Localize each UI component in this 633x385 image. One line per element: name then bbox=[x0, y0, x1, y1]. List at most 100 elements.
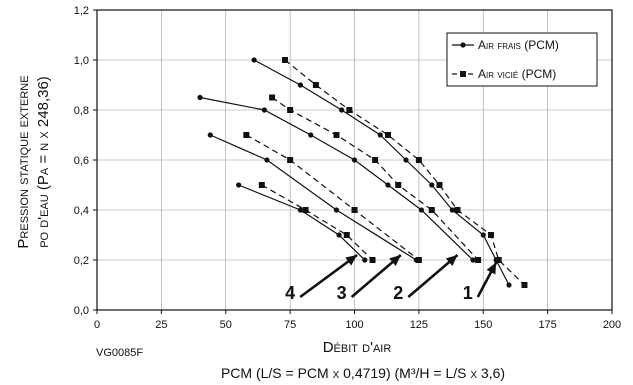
data-point-circle bbox=[377, 132, 383, 138]
series-curve-3-vicie bbox=[243, 132, 422, 263]
y-tick-label: 1,0 bbox=[74, 55, 89, 67]
series-curve-4-frais bbox=[236, 182, 368, 263]
x-tick-label: 200 bbox=[603, 319, 621, 331]
series-line bbox=[210, 134, 417, 261]
data-point-square bbox=[487, 232, 494, 238]
data-point-square bbox=[302, 207, 309, 213]
legend-box bbox=[446, 32, 598, 87]
y-tick-label: 0,2 bbox=[74, 255, 89, 267]
curve-number-label: 4 bbox=[285, 283, 295, 303]
legend-label-frais: Air frais (PCM) bbox=[478, 38, 559, 52]
x-tick-label: 100 bbox=[345, 319, 363, 331]
series-line bbox=[246, 134, 420, 261]
data-point-circle bbox=[418, 207, 425, 213]
x-tick-label: 50 bbox=[220, 319, 232, 331]
data-point-circle bbox=[429, 182, 435, 188]
data-point-square bbox=[369, 257, 376, 263]
x-tick-label: 150 bbox=[474, 319, 492, 331]
data-point-circle bbox=[236, 182, 242, 188]
arrow-head bbox=[486, 262, 497, 275]
data-point-circle bbox=[336, 232, 342, 238]
data-point-circle bbox=[449, 207, 455, 213]
data-point-circle bbox=[362, 257, 368, 263]
x-tick-label: 25 bbox=[155, 319, 167, 331]
data-point-square bbox=[343, 232, 350, 238]
data-point-square bbox=[258, 182, 265, 188]
data-point-circle bbox=[308, 132, 314, 138]
series-curve-3-frais bbox=[207, 132, 419, 263]
curve-label-3: 3 bbox=[337, 254, 402, 303]
data-point-circle bbox=[197, 94, 203, 101]
data-point-square bbox=[495, 257, 502, 263]
y-axis-title-line2: po d'eau (Pa = n x 248,36) bbox=[35, 76, 52, 248]
data-point-square bbox=[243, 132, 250, 138]
legend-marker-frais bbox=[460, 42, 466, 48]
arrow-head bbox=[345, 255, 358, 266]
y-tick-label: 0,8 bbox=[74, 105, 89, 117]
x-tick-label: 0 bbox=[94, 319, 100, 331]
y-tick-label: 0,0 bbox=[74, 305, 89, 317]
data-point-circle bbox=[251, 57, 257, 63]
data-point-circle bbox=[297, 207, 304, 213]
y-axis-title-line1: Pression statique externe bbox=[15, 75, 32, 248]
data-point-square bbox=[346, 107, 353, 113]
x-axis-title: Débit d'air bbox=[323, 339, 392, 356]
data-point-circle bbox=[385, 182, 391, 188]
series-curve-2-frais bbox=[197, 94, 476, 263]
data-point-square bbox=[384, 132, 391, 138]
x-axis-subtitle: PCM (L/S = PCM x 0,4719) (M³/H = L/S x 3… bbox=[221, 365, 505, 381]
data-point-square bbox=[281, 57, 288, 63]
figure-code: VG0085F bbox=[96, 347, 143, 359]
arrow-head bbox=[389, 255, 401, 266]
series-line bbox=[284, 59, 525, 286]
legend: Air frais (PCM) Air vicié (PCM) bbox=[446, 32, 598, 87]
data-point-square bbox=[333, 132, 340, 138]
data-point-circle bbox=[480, 232, 486, 238]
data-point-square bbox=[312, 82, 319, 88]
series-curve-1-frais bbox=[251, 57, 512, 288]
data-point-square bbox=[269, 94, 276, 101]
data-point-circle bbox=[297, 82, 304, 88]
data-point-circle bbox=[261, 107, 267, 113]
series-line bbox=[199, 96, 474, 261]
x-tick-label: 75 bbox=[284, 319, 296, 331]
axis-labels: VG0085F Débit d'air PCM (L/S = PCM x 0,4… bbox=[15, 75, 505, 381]
legend-label-vicie: Air vicié (PCM) bbox=[478, 67, 556, 81]
data-point-square bbox=[454, 207, 461, 213]
curve-label-4: 4 bbox=[285, 253, 358, 303]
legend-marker-vicie bbox=[460, 71, 466, 77]
curve-label-2: 2 bbox=[393, 254, 459, 303]
series-line bbox=[253, 59, 510, 286]
y-tick-label: 0,4 bbox=[74, 205, 89, 217]
x-tick-label: 125 bbox=[410, 319, 428, 331]
data-point-square bbox=[395, 182, 402, 188]
series-line bbox=[261, 184, 373, 261]
data-point-circle bbox=[351, 157, 358, 163]
plot-frame bbox=[96, 9, 613, 311]
series-curve-4-vicie bbox=[258, 182, 376, 263]
series-curve-2-vicie bbox=[269, 94, 482, 263]
curve-number-label: 2 bbox=[393, 283, 403, 303]
data-point-square bbox=[287, 157, 294, 163]
data-point-circle bbox=[333, 207, 340, 213]
data-point-square bbox=[436, 182, 443, 188]
data-point-square bbox=[372, 157, 379, 163]
data-point-square bbox=[415, 157, 422, 163]
data-point-circle bbox=[207, 132, 213, 138]
y-tick-label: 0,6 bbox=[74, 155, 89, 167]
axes: 0 25 50 75 100 125 150 175 200 0,0 0,2 0,4 0,6 0,8 1,0… bbox=[74, 5, 621, 331]
data-point-circle bbox=[403, 157, 409, 163]
data-point-circle bbox=[506, 282, 512, 288]
data-point-circle bbox=[339, 107, 345, 113]
data-point-square bbox=[521, 282, 528, 288]
arrow-head bbox=[445, 255, 458, 266]
x-tick-label: 175 bbox=[538, 319, 556, 331]
curve-annotations: 1 2 3 4 bbox=[285, 253, 498, 303]
curve-number-label: 1 bbox=[463, 283, 473, 303]
data-point-circle bbox=[470, 257, 476, 263]
data-point-square bbox=[428, 207, 435, 213]
series-curve-1-vicie bbox=[281, 57, 528, 288]
data-point-square bbox=[351, 207, 358, 213]
curve-number-label: 3 bbox=[337, 283, 347, 303]
